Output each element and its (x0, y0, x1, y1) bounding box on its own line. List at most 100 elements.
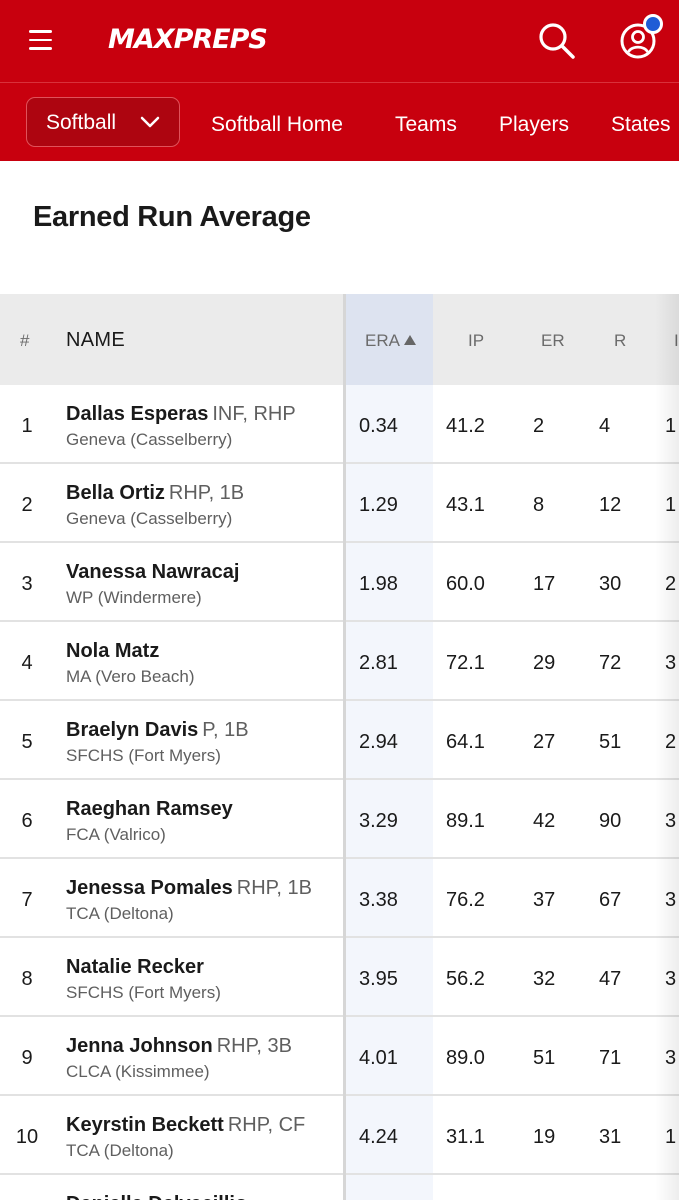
r-cell: 71 (599, 1047, 622, 1069)
player-name[interactable]: Jenessa Pomales RHP, 1B (66, 877, 312, 900)
era-cell-highlight (346, 780, 433, 857)
user-account-icon[interactable] (615, 18, 661, 64)
column-header-name[interactable]: NAME (66, 329, 125, 351)
page-title: Earned Run Average (33, 201, 311, 233)
hamburger-menu-icon[interactable] (29, 30, 53, 50)
player-name-text: Raeghan Ramsey (66, 798, 233, 820)
ip-cell: 89.0 (446, 1047, 485, 1069)
player-school: SFCHS (Fort Myers) (66, 746, 221, 765)
nav-states[interactable]: States (611, 113, 671, 136)
era-cell: 3.95 (359, 968, 398, 990)
player-name-text: Braelyn Davis (66, 719, 199, 741)
player-position: RHP, CF (227, 1114, 306, 1136)
era-cell-highlight (346, 1017, 433, 1094)
table-row[interactable]: 9 Jenna Johnson RHP, 3B CLCA (Kissimmee) 4.0… (0, 1017, 679, 1096)
r-cell: 72 (599, 652, 622, 674)
player-name[interactable]: Jenna Johnson RHP, 3B (66, 1035, 292, 1058)
notification-badge (643, 14, 663, 34)
ip-cell: 89.1 (446, 810, 485, 832)
next-column-cell: 3 (665, 652, 676, 675)
column-header-er[interactable]: ER (541, 331, 565, 350)
player-name[interactable]: Bella Ortiz RHP, 1B (66, 482, 244, 505)
ip-cell: 31.1 (446, 1126, 485, 1148)
nav-softball-home[interactable]: Softball Home (211, 113, 343, 136)
column-header-ip[interactable]: IP (468, 331, 485, 350)
next-column-cell: 3 (665, 968, 676, 991)
player-name-text: Natalie Recker (66, 956, 204, 978)
player-position: RHP, 1B (168, 482, 245, 504)
player-name-text: Jenna Johnson (66, 1035, 213, 1057)
column-header-r[interactable]: R (614, 331, 627, 350)
sticky-column-divider (343, 294, 346, 1200)
player-name-text: Jenessa Pomales (66, 877, 233, 899)
player-name[interactable]: Nola Matz (66, 640, 163, 663)
player-name[interactable]: Raeghan Ramsey (66, 798, 237, 821)
search-icon[interactable] (536, 20, 578, 62)
r-cell: 30 (599, 573, 622, 595)
ip-cell: 60.0 (446, 573, 485, 595)
table-row[interactable]: Daniella Delvecillio (0, 1175, 679, 1200)
player-school: MA (Vero Beach) (66, 667, 195, 686)
r-cell: 90 (599, 810, 622, 832)
era-column-highlight (345, 294, 433, 385)
er-cell: 37 (533, 889, 556, 911)
table-row[interactable]: 5 Braelyn Davis P, 1B SFCHS (Fort Myers) 2.9… (0, 701, 679, 780)
player-name[interactable]: Dallas Esperas INF, RHP (66, 403, 296, 426)
rank-cell: 5 (21, 731, 33, 753)
player-name-text: Bella Ortiz (66, 482, 165, 504)
sport-dropdown-label: Softball (46, 111, 117, 134)
player-name[interactable]: Vanessa Nawracaj (66, 561, 243, 584)
table-row[interactable]: 2 Bella Ortiz RHP, 1B Geneva (Casselberry) 1… (0, 464, 679, 543)
player-position: RHP, 3B (216, 1035, 292, 1057)
next-column-cell: 1 (665, 494, 676, 517)
nav-players[interactable]: Players (499, 113, 570, 136)
era-cell: 1.29 (359, 494, 398, 516)
er-cell: 19 (533, 1126, 556, 1148)
er-cell: 8 (533, 494, 545, 516)
era-cell: 0.34 (359, 415, 398, 437)
sort-ascending-icon (403, 335, 416, 345)
table-row[interactable]: 6 Raeghan Ramsey FCA (Valrico) 3.29 89.1 42 90… (0, 780, 679, 859)
player-name-text: Nola Matz (66, 640, 160, 662)
player-name-text: Keyrstin Beckett (66, 1114, 224, 1136)
era-cell: 3.38 (359, 889, 398, 911)
er-cell: 32 (533, 968, 556, 990)
table-row[interactable]: 10 Keyrstin Beckett RHP, CF TCA (Deltona) 4.… (0, 1096, 679, 1175)
column-header-era-label: ERA (365, 331, 400, 350)
player-school: FCA (Valrico) (66, 825, 166, 844)
table-row[interactable]: 8 Natalie Recker SFCHS (Fort Myers) 3.95 56.… (0, 938, 679, 1017)
column-header-next[interactable]: I (674, 331, 679, 351)
table-row[interactable]: 4 Nola Matz MA (Vero Beach) 2.81 72.1 29 72 3 (0, 622, 679, 701)
table-row[interactable]: 3 Vanessa Nawracaj WP (Windermere) 1.98 60.0… (0, 543, 679, 622)
sport-dropdown[interactable]: Softball (26, 97, 180, 147)
er-cell: 29 (533, 652, 556, 674)
player-name[interactable]: Natalie Recker (66, 956, 208, 979)
rank-cell: 8 (21, 968, 33, 990)
player-name-text: Daniella Delvecillio (66, 1193, 247, 1200)
player-name[interactable]: Braelyn Davis P, 1B (66, 719, 249, 742)
era-cell-highlight (346, 938, 433, 1015)
maxpreps-logo[interactable]: MAXPREPS (108, 22, 268, 62)
era-cell-highlight (346, 622, 433, 699)
player-name[interactable]: Daniella Delvecillio (66, 1193, 251, 1200)
era-cell-highlight (346, 385, 433, 462)
table-header: # NAME ERA IP ER R I (0, 294, 679, 385)
column-header-era[interactable]: ERA (365, 331, 416, 351)
column-header-rank: # (20, 331, 30, 350)
era-cell: 1.98 (359, 573, 398, 595)
er-cell: 27 (533, 731, 556, 753)
logo-text: MAXPREPS (108, 24, 268, 55)
player-school: TCA (Deltona) (66, 904, 174, 923)
rank-cell: 3 (21, 573, 33, 595)
ip-cell: 76.2 (446, 889, 485, 911)
table-row[interactable]: 7 Jenessa Pomales RHP, 1B TCA (Deltona) 3.38… (0, 859, 679, 938)
era-cell: 4.01 (359, 1047, 398, 1069)
era-cell: 2.94 (359, 731, 398, 753)
player-name[interactable]: Keyrstin Beckett RHP, CF (66, 1114, 305, 1137)
player-school: SFCHS (Fort Myers) (66, 983, 221, 1002)
era-cell-highlight (346, 1096, 433, 1173)
rank-cell: 1 (21, 415, 33, 437)
er-cell: 17 (533, 573, 556, 595)
table-row[interactable]: 1 Dallas Esperas INF, RHP Geneva (Casselber… (0, 385, 679, 464)
nav-teams[interactable]: Teams (395, 113, 457, 136)
